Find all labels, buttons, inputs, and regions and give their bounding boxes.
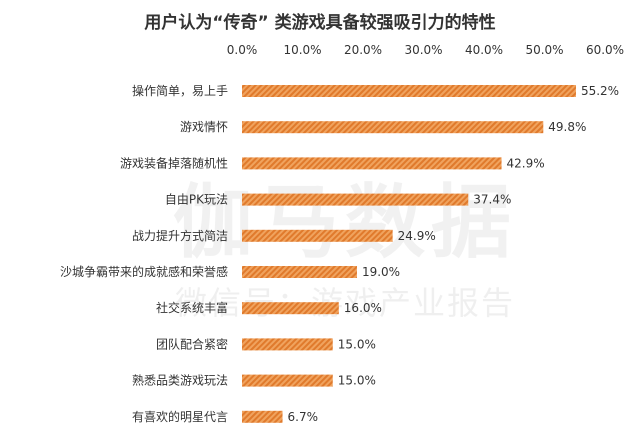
x-tick-label: 10.0%: [283, 43, 321, 57]
bar: [242, 193, 469, 206]
category-label: 游戏装备掉落随机性: [120, 155, 228, 170]
category-label: 熟悉品类游戏玩法: [132, 373, 228, 388]
category-label: 沙城争霸带来的成就感和荣誉感: [60, 264, 228, 279]
bar: [242, 410, 283, 423]
bar: [242, 338, 333, 351]
category-label: 团队配合紧密: [156, 336, 228, 351]
category-label: 游戏情怀: [180, 120, 228, 134]
value-label: 6.7%: [288, 410, 319, 424]
value-label: 24.9%: [398, 229, 436, 243]
bar: [242, 157, 502, 170]
x-tick-label: 20.0%: [344, 43, 382, 57]
category-label: 自由PK玩法: [165, 193, 228, 207]
bars: 操作简单，易上手 55.2% 游戏情怀 49.8% 游戏装备掉落随机性 42.9% 自由PK…: [60, 83, 619, 424]
x-tick-label: 30.0%: [404, 43, 442, 57]
bar: [242, 266, 357, 278]
value-label: 42.9%: [507, 156, 545, 170]
bar: [242, 302, 339, 315]
bar: [242, 121, 544, 134]
x-tick-label: 0.0%: [227, 43, 258, 57]
value-label: 19.0%: [362, 265, 400, 279]
x-axis: 0.0% 10.0% 20.0% 30.0% 40.0% 50.0% 60.0%: [227, 43, 624, 57]
value-label: 55.2%: [581, 84, 619, 98]
value-label: 49.8%: [548, 120, 586, 134]
value-label: 37.4%: [473, 193, 511, 207]
category-label: 战力提升方式简洁: [132, 228, 228, 243]
category-label: 操作简单，易上手: [132, 83, 228, 98]
value-label: 15.0%: [338, 337, 376, 351]
x-tick-label: 40.0%: [465, 43, 503, 57]
chart-title: 用户认为“传奇” 类游戏具备较强吸引力的特性: [144, 13, 496, 33]
x-tick-label: 50.0%: [525, 43, 563, 57]
bar: [242, 85, 576, 97]
value-label: 16.0%: [344, 301, 382, 315]
bar: [242, 374, 333, 387]
x-tick-label: 60.0%: [586, 43, 624, 57]
category-label: 有喜欢的明星代言: [132, 409, 228, 424]
bar: [242, 229, 393, 242]
value-label: 15.0%: [338, 374, 376, 388]
category-label: 社交系统丰富: [156, 300, 228, 315]
